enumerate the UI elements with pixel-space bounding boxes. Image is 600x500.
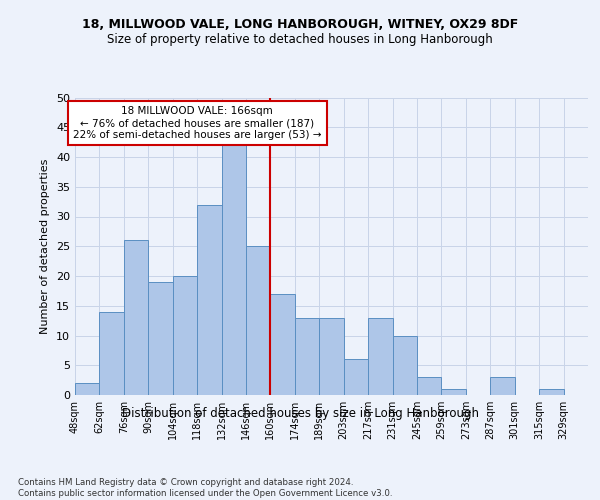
Text: Contains HM Land Registry data © Crown copyright and database right 2024.
Contai: Contains HM Land Registry data © Crown c… xyxy=(18,478,392,498)
Bar xyxy=(173,276,197,395)
Bar xyxy=(295,318,319,395)
Bar xyxy=(319,318,344,395)
Bar xyxy=(246,246,271,395)
Text: Distribution of detached houses by size in Long Hanborough: Distribution of detached houses by size … xyxy=(121,408,479,420)
Bar xyxy=(392,336,417,395)
Y-axis label: Number of detached properties: Number of detached properties xyxy=(40,158,50,334)
Text: 18, MILLWOOD VALE, LONG HANBOROUGH, WITNEY, OX29 8DF: 18, MILLWOOD VALE, LONG HANBOROUGH, WITN… xyxy=(82,18,518,30)
Bar xyxy=(417,377,442,395)
Bar xyxy=(221,145,246,395)
Bar xyxy=(197,204,221,395)
Bar xyxy=(271,294,295,395)
Text: Size of property relative to detached houses in Long Hanborough: Size of property relative to detached ho… xyxy=(107,32,493,46)
Bar xyxy=(100,312,124,395)
Bar xyxy=(490,377,515,395)
Bar xyxy=(368,318,392,395)
Bar xyxy=(75,383,100,395)
Bar xyxy=(124,240,148,395)
Text: 18 MILLWOOD VALE: 166sqm
← 76% of detached houses are smaller (187)
22% of semi-: 18 MILLWOOD VALE: 166sqm ← 76% of detach… xyxy=(73,106,322,140)
Bar xyxy=(539,389,563,395)
Bar xyxy=(442,389,466,395)
Bar xyxy=(344,360,368,395)
Bar xyxy=(148,282,173,395)
